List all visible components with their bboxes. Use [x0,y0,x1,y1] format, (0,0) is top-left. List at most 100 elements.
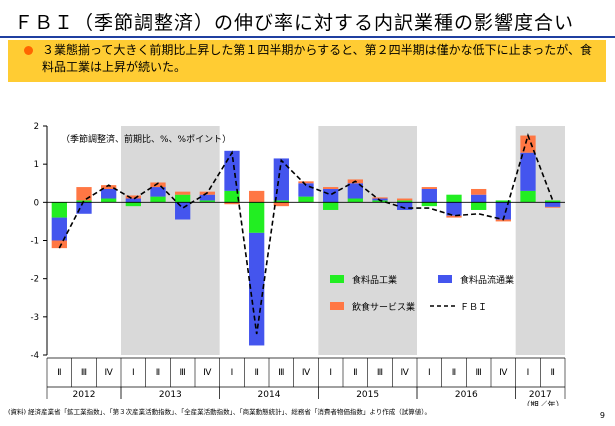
bar-food-service [51,240,67,249]
bar-food-service [125,195,141,199]
bar-food-service [372,197,388,199]
bar-food-service [298,181,314,184]
bar-food-distribution [323,188,339,203]
bar-food-service [397,198,413,201]
bar-food-industry [224,190,240,203]
year-shade-band [121,126,220,355]
bar-food-service [76,187,92,201]
year-label: 2015 [356,390,379,400]
quarter-label: Ⅳ [302,368,311,378]
year-label: 2016 [455,390,478,400]
page-number: 9 [599,411,605,420]
year-label: 2014 [258,390,281,400]
bar-food-distribution [51,217,67,241]
bar-food-distribution [175,202,191,220]
bar-food-service [545,206,561,208]
y-tick-label: 1 [34,160,39,170]
stacked-bar-chart: -4 -3 -2 -1 0 1 2 （季節調整済、前期比、%、%ポイント） Ⅱ Ⅲ Ⅳ Ⅰ Ⅱ Ⅲ Ⅳ Ⅰ Ⅱ Ⅲ… [31,122,566,406]
quarter-label: Ⅰ [329,368,332,378]
quarter-label: Ⅱ [452,368,456,378]
bar-food-distribution [249,232,265,346]
bar-food-industry [471,202,487,210]
quarter-label: Ⅰ [231,368,234,378]
legend-label: 飲食サービス業 [352,301,415,313]
bar-food-service [249,190,265,203]
bar-food-industry [372,200,388,203]
bullet-icon [24,46,33,55]
bar-food-distribution [545,202,561,207]
bar-food-industry [249,202,265,233]
bar-food-service [495,219,511,222]
quarter-label: Ⅱ [156,368,160,378]
year-label: 2013 [159,390,182,400]
legend-label: ＦＢＩ [460,303,487,313]
bar-food-distribution [421,188,437,203]
quarter-label: Ⅱ [57,368,61,378]
quarter-label: Ⅰ [428,368,431,378]
quarter-label: Ⅱ [254,368,258,378]
bar-food-distribution [446,202,462,216]
bar-food-industry [175,194,191,203]
summary-box: ３業態揃って大きく前期比上昇した第１四半期からすると、第２四半期は僅かな低下に止… [8,40,606,82]
bar-food-industry [51,202,67,218]
quarter-label: Ⅱ [550,368,554,378]
bar-food-service [421,187,437,189]
quarter-label: Ⅲ [81,368,87,378]
bar-food-service [446,215,462,218]
bar-food-industry [545,200,561,203]
year-label: 2017 [529,390,552,400]
quarter-label: Ⅰ [132,368,135,378]
y-tick-label: -3 [31,313,39,323]
bar-food-industry [199,200,215,203]
fbi-line [58,132,554,335]
y-tick-label: -1 [31,237,39,247]
year-label: 2012 [73,390,96,400]
page-title: ＦＢＩ（季節調整済）の伸び率に対する内訳業種の影響度合い [14,12,575,34]
bar-food-distribution [150,187,166,197]
bar-food-service [224,202,240,205]
quarter-label: Ⅲ [278,368,284,378]
quarter-label: Ⅳ [203,368,212,378]
bar-food-distribution [101,188,117,199]
bar-food-distribution [471,194,487,203]
bar-food-industry [397,200,413,203]
summary-text: ３業態揃って大きく前期比上昇した第１四半期からすると、第２四半期は僅かな低下に止… [42,43,592,74]
quarter-label: Ⅳ [105,368,114,378]
bar-food-distribution [520,152,536,191]
bar-food-industry [520,190,536,203]
bar-food-industry [273,200,289,203]
x-axis-suffix: （期／年） [522,400,565,406]
bar-food-distribution [347,183,363,199]
legend-swatch-food-distribution [438,275,452,283]
bar-food-service [101,185,117,189]
bar-food-industry [323,202,339,210]
source-note: (資料) 経済産業省「鉱工業指数」、「第３次産業活動指数」、「全産業活動指数」、… [8,408,432,416]
quarter-label: Ⅲ [476,368,482,378]
bar-food-industry [298,196,314,203]
bar-food-industry [495,200,511,203]
y-tick-label: 0 [34,198,39,208]
bar-food-distribution [199,194,215,201]
quarter-label: Ⅰ [527,368,530,378]
bar-food-service [471,188,487,195]
bar-food-industry [421,202,437,207]
quarter-label: Ⅳ [499,368,508,378]
legend-label: 食料品流通業 [460,274,514,286]
bar-food-service [273,202,289,207]
bar-food-distribution [224,150,240,191]
quarter-label: Ⅲ [377,368,383,378]
y-tick-label: -4 [31,351,39,361]
y-tick-label: 2 [34,122,39,132]
title-rule [0,36,615,38]
quarter-label: Ⅱ [353,368,357,378]
bar-food-service [175,191,191,195]
legend-swatch-food-service [330,302,344,310]
bar-food-distribution [76,202,92,214]
bar-food-industry [125,202,141,207]
quarter-label: Ⅳ [401,368,410,378]
y-tick-label: -2 [31,275,39,285]
bar-food-service [150,182,166,188]
bar-food-industry [347,198,363,203]
bar-food-industry [446,194,462,203]
year-shade-band [318,126,417,355]
